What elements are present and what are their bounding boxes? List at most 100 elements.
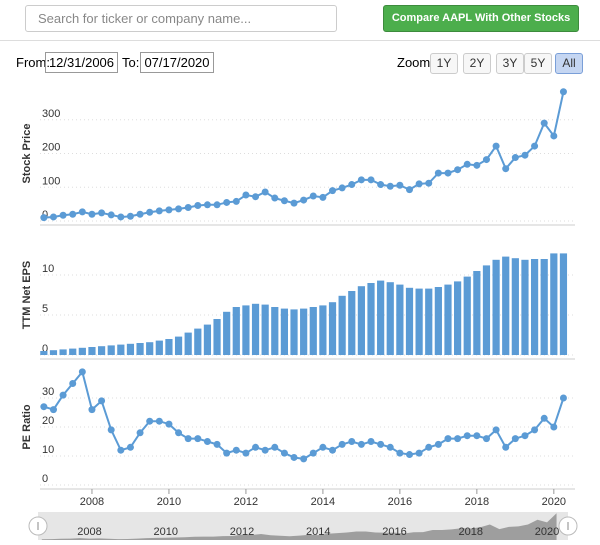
bar [242,305,250,355]
bar [69,348,77,355]
point [300,455,308,463]
bar [559,253,568,355]
x-tick-label: 2014 [311,496,335,508]
point [405,451,413,459]
zoom-button[interactable]: 5Y [524,53,552,74]
point [540,119,548,127]
point [78,208,86,216]
y-tick-label: 20 [42,415,54,427]
point [348,438,356,445]
bar [271,307,279,355]
from-input[interactable]: 12/31/2006 [45,52,118,73]
bar [97,346,106,355]
bar [59,349,67,355]
bar [511,258,519,355]
point [175,205,183,213]
point [338,184,346,192]
point [511,154,519,162]
point [213,201,221,209]
to-input[interactable]: 07/17/2020 [140,52,214,73]
compare-button[interactable]: Compare AAPL With Other Stocks [383,5,579,32]
point [175,429,183,437]
zoom-button[interactable]: 3Y [496,53,524,74]
point [425,179,433,187]
point [454,166,462,174]
zoom-button[interactable]: 1Y [430,53,458,74]
point [531,142,539,150]
point [126,212,134,220]
point [155,207,163,215]
bar [184,332,192,355]
point [136,210,144,218]
point [492,142,500,150]
x-tick-label: 2018 [465,496,489,508]
point [309,449,317,457]
bar [126,343,135,355]
navigator-label: 2010 [153,526,177,538]
y-tick-label: 0 [42,473,48,485]
bar [454,281,462,355]
point [155,417,163,425]
bar [117,344,125,355]
point [117,446,125,454]
bar [377,280,385,355]
x-tick-label: 2012 [234,496,258,508]
point [367,176,375,184]
navigator-handle[interactable] [28,516,48,536]
navigator-label: 2020 [535,526,559,538]
bar [300,308,308,355]
point [531,426,539,434]
point [290,453,298,461]
point [319,193,327,201]
point [252,193,260,201]
line [43,369,565,460]
search-input[interactable]: Search for ticker or company name... [25,5,337,32]
point [396,181,404,189]
zoom-button[interactable]: All [555,53,583,74]
point [242,191,250,199]
point [482,435,490,443]
navigator-handle[interactable] [558,516,578,536]
point [357,440,365,448]
y-axis-label: Stock Price [21,124,33,184]
point [59,391,67,399]
from-label: From: [16,55,50,70]
point [59,211,67,219]
point [511,435,519,443]
point [367,438,375,445]
bar [367,283,375,355]
bar [78,347,86,355]
bar [444,284,452,355]
bar [434,287,442,355]
point [98,397,106,405]
bar [492,259,500,355]
point [502,165,510,173]
to-label: To: [122,55,140,70]
bar [165,339,173,355]
bar [213,319,221,355]
point [386,182,394,190]
point [521,432,529,440]
zoom-button[interactable]: 2Y [463,53,491,74]
point [550,132,558,140]
point [126,443,134,451]
divider [0,40,600,41]
x-tick-label: 2020 [542,496,566,508]
point [386,443,394,451]
point [280,197,288,205]
point [261,188,269,196]
point [492,426,500,434]
point [425,443,433,451]
point [223,198,231,206]
navigator-label: 2014 [306,526,330,538]
point [290,199,298,207]
point [434,169,442,177]
navigator-area [41,513,557,540]
bar [502,256,510,355]
point [482,156,490,164]
navigator-label: 2018 [459,526,483,538]
point [300,196,308,204]
bar [338,295,346,355]
bar [540,259,548,355]
